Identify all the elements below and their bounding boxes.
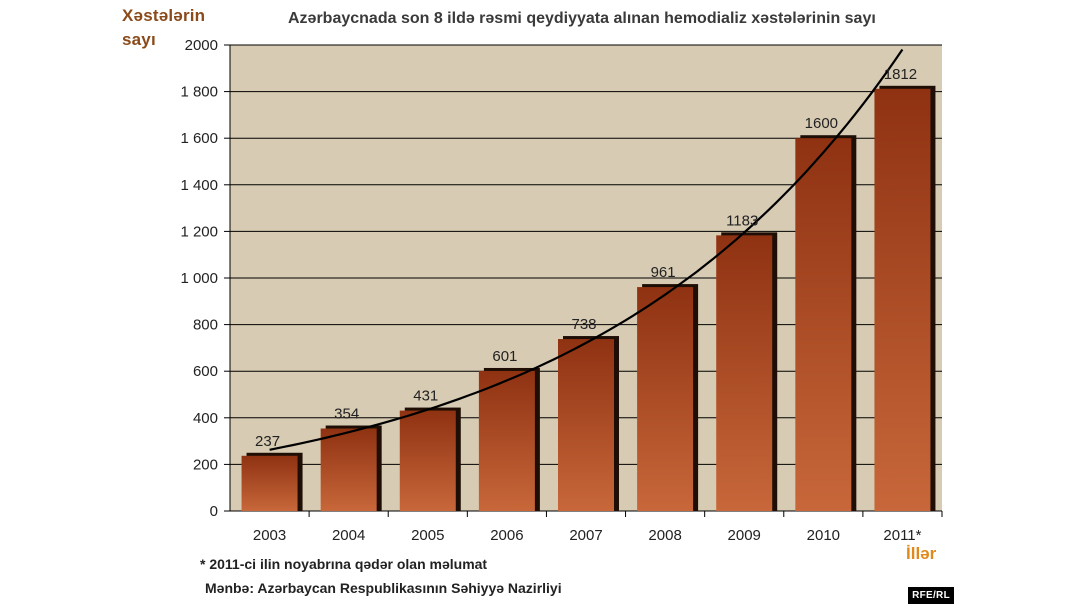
x-tick-label: 2010: [807, 527, 840, 544]
source-note: Mənbə: Azərbaycan Respublikasının Səhiyy…: [205, 580, 562, 596]
y-tick-label: 1 800: [180, 84, 218, 101]
credit-badge: RFE/RL: [908, 587, 954, 604]
bar: [558, 339, 614, 511]
bar: [241, 455, 298, 511]
bars: [241, 85, 936, 511]
y-axis-label-line-1: Xəstələrin: [122, 6, 206, 25]
bar: [874, 88, 931, 511]
bar: [399, 410, 456, 511]
data-label: 1600: [805, 115, 838, 132]
bar: [320, 428, 377, 511]
x-tick-label: 2005: [411, 527, 444, 544]
footnote: * 2011-ci ilin noyabrına qədər olan məlu…: [200, 556, 488, 572]
y-tick-label: 600: [193, 363, 218, 380]
x-axis-label: İllər: [906, 544, 937, 563]
x-tick-label: 2008: [648, 527, 681, 544]
tick-labels: 0 200 400 600 800 1 000 1 200 1 400 1 600 1 800 20…: [180, 37, 921, 544]
data-label: 431: [413, 388, 438, 405]
data-label: 237: [255, 433, 280, 450]
bar: [716, 235, 773, 511]
y-tick-label: 1 000: [180, 270, 218, 287]
trendline: [269, 48, 904, 451]
x-tick-label: 2011*: [883, 527, 921, 544]
data-label: 1812: [884, 66, 917, 83]
x-tick-label: 2009: [728, 527, 761, 544]
chart-title: Azərbaycnada son 8 ildə rəsmi qeydiyyata…: [288, 10, 876, 27]
y-tick-label: 1 600: [180, 130, 218, 147]
data-labels: 237 354 431 601 738 961 1183 1600 1812: [255, 66, 917, 450]
data-label: 1183: [726, 212, 758, 229]
y-tick-label: 0: [210, 503, 218, 520]
bar: [637, 287, 694, 511]
y-tick-label: 800: [193, 317, 218, 334]
y-axis-label-line-2: sayı: [122, 30, 156, 49]
y-tick-label: 400: [193, 410, 218, 427]
y-tick-label: 1 200: [180, 223, 218, 240]
x-tick-label: 2004: [332, 527, 365, 544]
x-tick-label: 2003: [253, 527, 286, 544]
data-label: 738: [571, 316, 596, 333]
data-label: 354: [334, 406, 359, 423]
data-label: 961: [651, 264, 676, 281]
x-tick-label: 2006: [490, 527, 523, 544]
trendline-group: [269, 48, 904, 451]
x-tick-label: 2007: [569, 527, 602, 544]
y-tick-label: 2000: [185, 37, 218, 54]
y-tick-label: 200: [193, 456, 218, 473]
bar: [478, 370, 535, 511]
y-tick-label: 1 400: [180, 177, 218, 194]
bar: [795, 138, 852, 511]
data-label: 601: [492, 348, 517, 365]
